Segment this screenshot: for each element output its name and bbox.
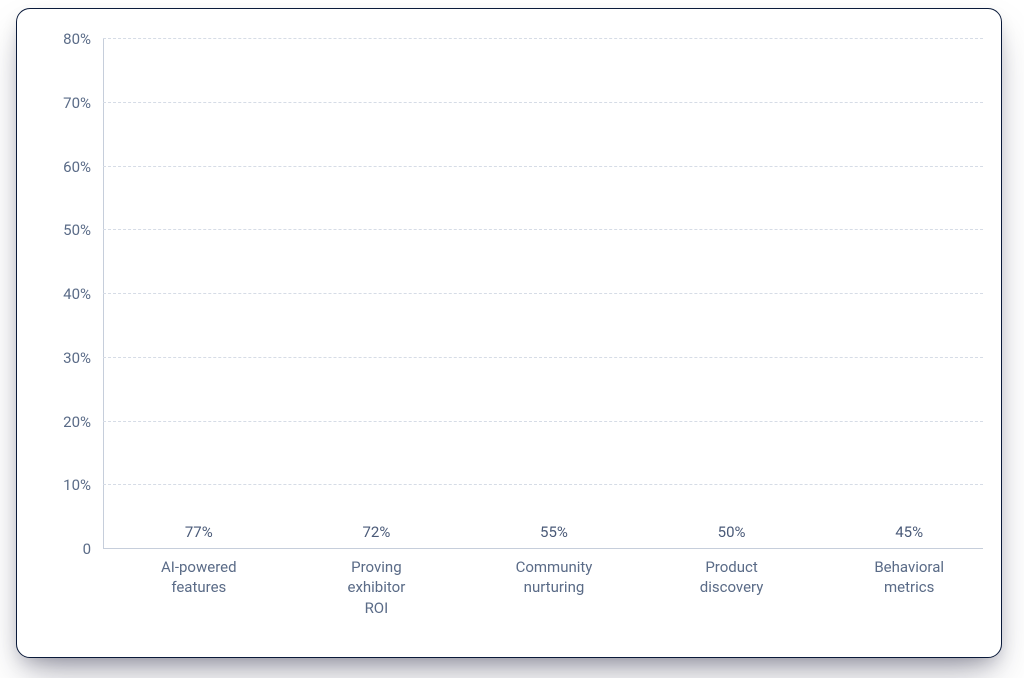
y-tick-0: 0 (83, 540, 103, 558)
x-label-1-line1: Proving exhibitor (348, 558, 406, 596)
x-label-3-line1: Product (705, 558, 757, 576)
y-tick-60: 60% (63, 158, 103, 176)
y-tick-10: 10% (63, 476, 103, 494)
x-label-4-line1: Behavioral (874, 558, 944, 576)
x-label-3: Product discovery (678, 557, 786, 618)
x-label-1-line2: ROI (365, 599, 389, 617)
x-label-4-line2: metrics (884, 578, 934, 596)
bar-value-2: 55% (540, 523, 568, 549)
y-tick-20: 20% (63, 413, 103, 431)
bars-container: 77% 72% 55% 50% 45% (103, 39, 983, 549)
y-tick-80: 80% (63, 30, 103, 48)
bar-value-1: 72% (362, 523, 390, 549)
bar-value-0: 77% (185, 523, 213, 549)
x-label-0-line2: features (171, 578, 226, 596)
y-tick-70: 70% (63, 94, 103, 112)
y-tick-30: 30% (63, 349, 103, 367)
x-label-2-line2: nurturing (524, 578, 585, 596)
x-label-2-line1: Community (516, 558, 593, 576)
x-label-4: Behavioral metrics (855, 557, 963, 618)
chart-card: 0 10% 20% 30% 40% 50% 60% 70% 80% (16, 8, 1002, 658)
bar-value-3: 50% (718, 523, 746, 549)
x-label-0: AI-powered features (145, 557, 253, 618)
y-tick-50: 50% (63, 221, 103, 239)
bar-value-4: 45% (895, 523, 923, 549)
x-label-3-line2: discovery (700, 578, 764, 596)
x-label-2: Community nurturing (500, 557, 608, 618)
y-tick-40: 40% (63, 285, 103, 303)
x-label-0-line1: AI-powered (161, 558, 237, 576)
plot-area: 0 10% 20% 30% 40% 50% 60% 70% 80% (103, 39, 983, 549)
x-labels: AI-powered features Proving exhibitor RO… (103, 557, 983, 618)
x-label-1: Proving exhibitor ROI (323, 557, 431, 618)
